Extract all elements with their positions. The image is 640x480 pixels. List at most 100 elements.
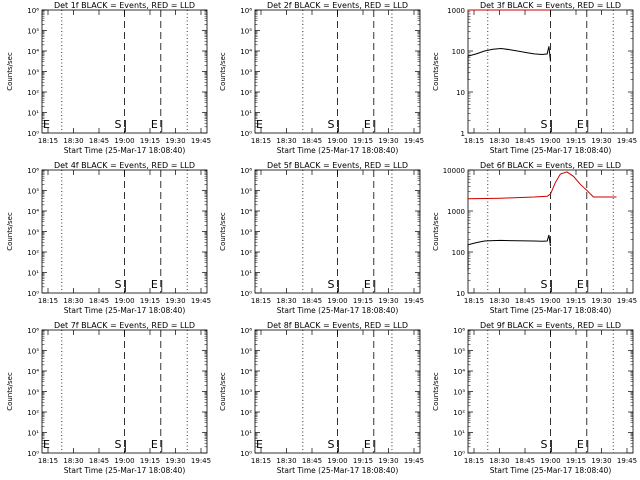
y-tick-label: 1000 xyxy=(447,7,465,15)
y-tick-label: 10⁰ xyxy=(240,450,252,458)
panel-5: Det 5f BLACK = Events, RED = LLD 10⁰ 10¹ 10… xyxy=(219,161,424,315)
marker-label: E xyxy=(151,278,158,291)
x-tick-label: 18:30 xyxy=(63,297,83,305)
x-tick-label: 19:00 xyxy=(327,137,347,145)
panel-title: Det 3f BLACK = Events, RED = LLD xyxy=(480,1,621,10)
x-tick-label: 19:45 xyxy=(617,137,637,145)
y-tick-label: 10⁵ xyxy=(27,348,39,356)
y-tick-label: 10⁰ xyxy=(27,450,39,458)
panel-title: Det 9f BLACK = Events, RED = LLD xyxy=(480,321,621,330)
x-axis-label: Start Time (25-Mar-17 18:08:40) xyxy=(64,146,186,155)
y-axis-label: Counts/sec xyxy=(219,52,227,91)
x-tick-label: 19:15 xyxy=(566,297,586,305)
panel-1: Det 1f BLACK = Events, RED = LLD 10⁰ 10¹ 10… xyxy=(6,1,211,155)
y-tick-label: 10⁰ xyxy=(240,130,252,138)
x-tick-label: 18:30 xyxy=(276,137,296,145)
y-tick-label: 10³ xyxy=(240,229,252,237)
marker-label: E xyxy=(364,438,371,451)
y-tick-label: 100 xyxy=(452,48,465,56)
y-tick-label: 1 xyxy=(461,130,465,138)
marker-label: E xyxy=(364,278,371,291)
marker-label: E xyxy=(256,438,263,451)
y-tick-label: 10⁴ xyxy=(240,208,252,216)
marker-label: S xyxy=(328,438,335,451)
marker-label: S xyxy=(115,118,122,131)
y-axis-label: Counts/sec xyxy=(6,372,14,411)
x-tick-label: 19:30 xyxy=(591,297,611,305)
y-tick-label: 10¹ xyxy=(240,270,252,278)
x-tick-label: 19:45 xyxy=(404,297,424,305)
x-axis-label: Start Time (25-Mar-17 18:08:40) xyxy=(64,466,186,475)
x-tick-label: 18:15 xyxy=(464,457,484,465)
x-axis-label: Start Time (25-Mar-17 18:08:40) xyxy=(277,466,399,475)
y-tick-label: 10⁰ xyxy=(27,130,39,138)
y-tick-label: 10⁵ xyxy=(240,348,252,356)
series-line-2 xyxy=(467,46,551,80)
x-tick-label: 19:30 xyxy=(165,297,185,305)
x-tick-label: 18:30 xyxy=(489,457,509,465)
x-tick-label: 19:15 xyxy=(566,137,586,145)
y-tick-label: 10⁶ xyxy=(453,327,465,335)
x-tick-label: 19:15 xyxy=(140,457,160,465)
x-tick-label: 19:00 xyxy=(327,297,347,305)
y-tick-label: 10¹ xyxy=(240,110,252,118)
y-tick-label: 100 xyxy=(452,249,465,257)
panel-4: Det 4f BLACK = Events, RED = LLD 10⁰ 10¹ 10… xyxy=(6,161,211,315)
x-tick-label: 19:15 xyxy=(353,297,373,305)
x-tick-label: 19:30 xyxy=(378,457,398,465)
x-tick-label: 19:15 xyxy=(140,297,160,305)
marker-label: S xyxy=(541,118,548,131)
panel-3: Det 3f BLACK = Events, RED = LLD 1 10 100 10… xyxy=(432,1,637,155)
x-tick-label: 18:45 xyxy=(515,297,535,305)
x-tick-label: 18:15 xyxy=(464,137,484,145)
y-axis-label: Counts/sec xyxy=(219,212,227,251)
marker-label: E xyxy=(43,118,50,131)
y-tick-label: 10³ xyxy=(240,389,252,397)
marker-label: E xyxy=(151,438,158,451)
x-tick-label: 19:00 xyxy=(114,297,134,305)
x-tick-label: 18:45 xyxy=(515,137,535,145)
y-tick-label: 10000 xyxy=(443,167,465,175)
y-axis-label: Counts/sec xyxy=(219,372,227,411)
x-tick-label: 19:00 xyxy=(540,137,560,145)
y-tick-label: 10¹ xyxy=(27,110,39,118)
panel-title: Det 7f BLACK = Events, RED = LLD xyxy=(54,321,195,330)
y-tick-label: 10⁰ xyxy=(27,290,39,298)
y-tick-label: 10⁶ xyxy=(27,167,39,175)
y-tick-label: 10² xyxy=(240,249,252,257)
y-tick-label: 10⁴ xyxy=(453,368,465,376)
y-tick-label: 10³ xyxy=(27,389,39,397)
panel-title: Det 6f BLACK = Events, RED = LLD xyxy=(480,161,621,170)
y-tick-label: 10¹ xyxy=(240,430,252,438)
y-tick-label: 10² xyxy=(27,249,39,257)
marker-label: E xyxy=(151,118,158,131)
x-tick-label: 19:00 xyxy=(114,137,134,145)
x-tick-label: 19:30 xyxy=(378,297,398,305)
y-axis-label: Counts/sec xyxy=(432,212,440,251)
x-tick-label: 19:45 xyxy=(404,457,424,465)
y-tick-label: 10² xyxy=(240,89,252,97)
y-tick-label: 10⁰ xyxy=(240,290,252,298)
y-tick-label: 10⁴ xyxy=(240,48,252,56)
x-tick-label: 19:30 xyxy=(591,457,611,465)
x-tick-label: 19:30 xyxy=(378,137,398,145)
marker-label: S xyxy=(541,438,548,451)
marker-label: E xyxy=(577,118,584,131)
y-tick-label: 10¹ xyxy=(27,270,39,278)
y-tick-label: 10⁶ xyxy=(240,327,252,335)
y-tick-label: 10² xyxy=(27,409,39,417)
x-tick-label: 18:15 xyxy=(251,297,271,305)
x-tick-label: 19:15 xyxy=(353,137,373,145)
x-tick-label: 19:45 xyxy=(191,457,211,465)
x-tick-label: 19:45 xyxy=(191,297,211,305)
y-tick-label: 10⁵ xyxy=(240,188,252,196)
x-tick-label: 18:45 xyxy=(89,137,109,145)
marker-label: S xyxy=(541,278,548,291)
x-tick-label: 18:15 xyxy=(464,297,484,305)
panel-8: Det 8f BLACK = Events, RED = LLD 10⁰ 10¹ 10… xyxy=(219,321,424,475)
marker-label: E xyxy=(364,118,371,131)
marker-label: E xyxy=(577,438,584,451)
panel-title: Det 1f BLACK = Events, RED = LLD xyxy=(54,1,195,10)
x-tick-label: 18:15 xyxy=(38,297,58,305)
